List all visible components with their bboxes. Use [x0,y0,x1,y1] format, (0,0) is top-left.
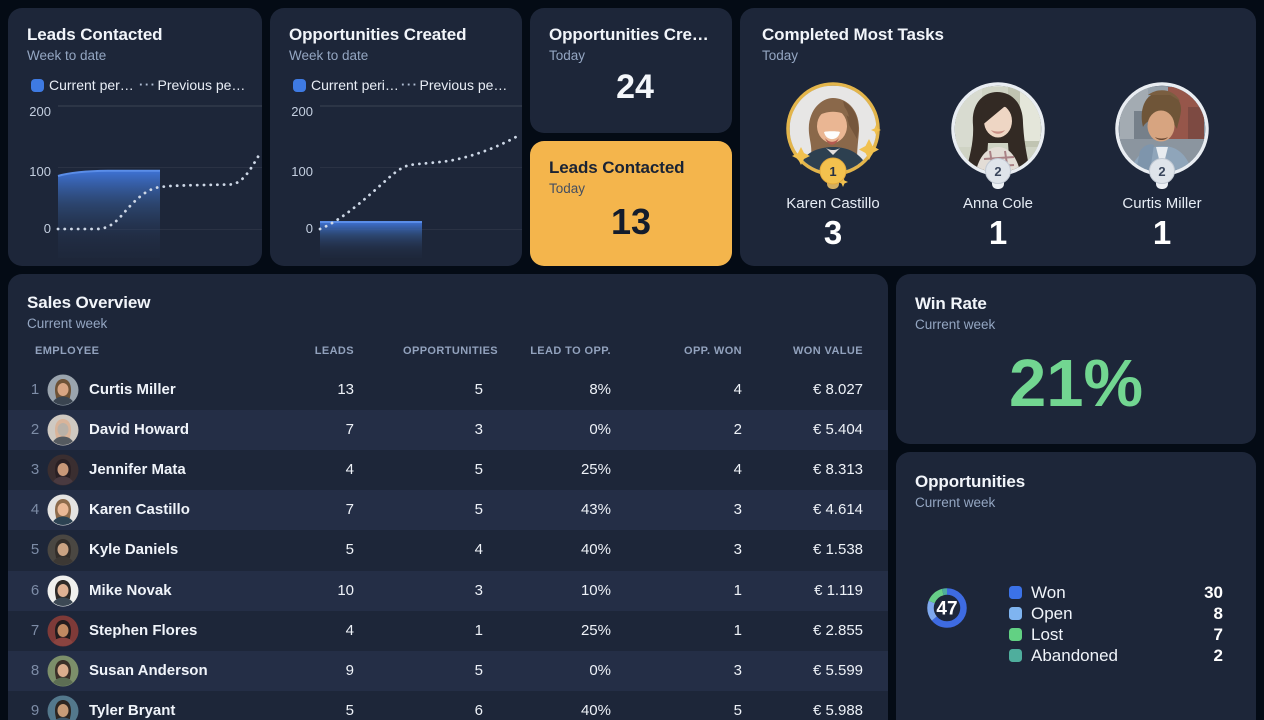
svg-text:2: 2 [1158,164,1165,179]
svg-text:47: 47 [936,599,957,620]
svg-text:1: 1 [829,164,836,179]
svg-text:2: 2 [994,164,1001,179]
